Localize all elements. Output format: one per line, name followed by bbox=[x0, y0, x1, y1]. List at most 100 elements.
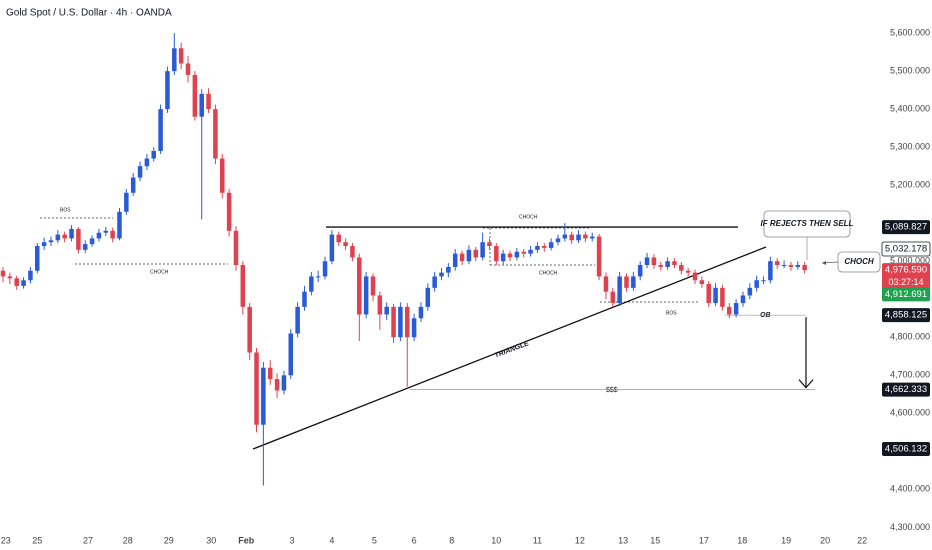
candle-body bbox=[404, 306, 410, 338]
candle-body bbox=[69, 228, 74, 239]
candle-body bbox=[631, 276, 636, 288]
price-label-bg bbox=[882, 220, 930, 235]
candle-body bbox=[89, 238, 95, 245]
x-tick-label: 19 bbox=[781, 535, 791, 545]
candle-body bbox=[178, 48, 184, 64]
price-label: 4,858.125 bbox=[885, 310, 927, 321]
candle-body bbox=[706, 284, 711, 304]
candle-body bbox=[795, 265, 801, 267]
candle-body bbox=[610, 291, 616, 304]
x-tick-label: 17 bbox=[699, 535, 709, 545]
candle-body bbox=[418, 306, 424, 319]
x-tick-label: 11 bbox=[533, 535, 542, 545]
candle-body bbox=[768, 261, 773, 281]
candle-body bbox=[28, 270, 33, 281]
candle-body bbox=[788, 265, 794, 267]
countdown-bg bbox=[882, 276, 930, 290]
x-tick-label: 13 bbox=[618, 535, 628, 545]
candle-body bbox=[569, 234, 574, 241]
y-tick-label: 4,700.000 bbox=[890, 370, 930, 380]
candle-body bbox=[747, 287, 753, 296]
price-label-bg bbox=[882, 382, 930, 397]
candle-body bbox=[589, 236, 595, 239]
x-tick-label: 30 bbox=[206, 535, 216, 545]
annotation: CHOCH bbox=[519, 214, 538, 220]
candle-body bbox=[679, 265, 684, 271]
candle-body bbox=[466, 249, 472, 262]
candle-body bbox=[685, 270, 691, 273]
candle-body bbox=[363, 276, 369, 315]
candle-body bbox=[658, 265, 664, 267]
x-tick-label: Feb bbox=[238, 535, 255, 545]
candle-body bbox=[281, 375, 287, 391]
price-label: 4,506.132 bbox=[885, 444, 927, 455]
candle-body bbox=[7, 276, 13, 279]
candle-body bbox=[665, 261, 670, 267]
candle-body bbox=[452, 253, 458, 267]
x-tick-label: 25 bbox=[32, 535, 42, 545]
annotation: IF REJECTS THEN SELL bbox=[761, 219, 854, 228]
candle-body bbox=[507, 253, 513, 258]
candle-body bbox=[487, 242, 492, 247]
candle-body bbox=[124, 192, 129, 212]
chart-title: Gold Spot / U.S. Dollar · 4h · OANDA bbox=[6, 8, 172, 19]
annotation: CHOCH bbox=[150, 269, 169, 275]
annotation: BOS bbox=[666, 310, 677, 316]
candle-body bbox=[96, 232, 102, 239]
candle-body bbox=[165, 71, 170, 110]
candle-body bbox=[555, 238, 561, 243]
candle-body bbox=[302, 291, 307, 307]
candle-body bbox=[521, 251, 526, 254]
candle-body bbox=[62, 234, 67, 239]
y-tick-label: 5,000.000 bbox=[890, 256, 930, 266]
price-label-bg bbox=[882, 442, 930, 457]
annotation: $$$ bbox=[606, 387, 618, 394]
x-tick-label: 8 bbox=[449, 535, 454, 545]
candle-body bbox=[473, 249, 479, 258]
x-tick-label: 18 bbox=[737, 535, 747, 545]
y-tick-label: 4,300.000 bbox=[890, 522, 930, 532]
candle-body bbox=[713, 287, 718, 304]
candle-body bbox=[240, 265, 246, 307]
candle-body bbox=[644, 257, 650, 266]
candle-body bbox=[672, 261, 677, 266]
candle-body bbox=[596, 236, 602, 277]
x-tick-label: 20 bbox=[820, 535, 830, 545]
x-tick-label: 5 bbox=[372, 535, 377, 545]
candle-body bbox=[624, 276, 629, 288]
price-label: 4,662.333 bbox=[885, 384, 927, 395]
candle-body bbox=[185, 63, 191, 75]
candle-body bbox=[384, 306, 389, 315]
x-tick-label: 10 bbox=[491, 535, 501, 545]
candle-body bbox=[130, 177, 136, 193]
candle-body bbox=[199, 93, 204, 117]
candle-body bbox=[261, 367, 266, 425]
candle-body bbox=[548, 242, 554, 248]
candle-body bbox=[377, 295, 383, 315]
candle-body bbox=[226, 192, 232, 231]
candle-body bbox=[151, 150, 157, 159]
candle-body bbox=[315, 276, 321, 278]
candle-body bbox=[35, 246, 40, 271]
candle-body bbox=[76, 228, 81, 250]
candle-body bbox=[754, 280, 759, 288]
candle-body bbox=[480, 242, 485, 258]
candle-body bbox=[322, 261, 328, 277]
candle-body bbox=[309, 276, 314, 292]
price-label: 4,912.691 bbox=[885, 289, 927, 300]
candle-body bbox=[535, 246, 540, 250]
candle-body bbox=[583, 234, 588, 239]
annotation: CHOCH bbox=[539, 270, 558, 276]
candle-body bbox=[41, 242, 47, 247]
annotation: BOS bbox=[60, 207, 71, 213]
y-tick-label: 4,800.000 bbox=[890, 332, 930, 342]
candle-body bbox=[514, 251, 520, 258]
y-tick-label: 5,400.000 bbox=[890, 104, 930, 114]
candle-body bbox=[267, 367, 273, 380]
candle-body bbox=[192, 74, 198, 117]
candle-body bbox=[391, 306, 396, 338]
candle-body bbox=[329, 234, 335, 262]
candle-body bbox=[500, 253, 506, 262]
x-tick-label: 28 bbox=[123, 535, 133, 545]
candle-body bbox=[21, 280, 26, 286]
